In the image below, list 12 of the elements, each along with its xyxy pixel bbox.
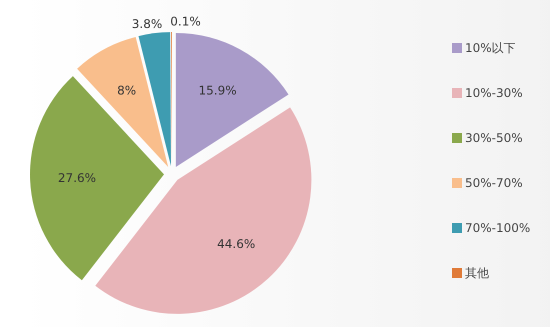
data-label: 0.1%: [170, 14, 201, 28]
data-label: 15.9%: [198, 84, 237, 98]
legend-label: 10%以下: [465, 41, 516, 55]
legend-label: 70%-100%: [465, 221, 530, 235]
legend-label: 30%-50%: [465, 131, 523, 145]
legend-label: 其他: [465, 266, 489, 280]
data-label: 8%: [117, 83, 136, 98]
data-label: 44.6%: [217, 237, 256, 252]
data-label: 3.8%: [132, 16, 162, 31]
legend-label: 10%-30%: [465, 86, 523, 100]
data-label: 27.6%: [58, 171, 96, 186]
legend-label: 50%-70%: [465, 176, 523, 190]
